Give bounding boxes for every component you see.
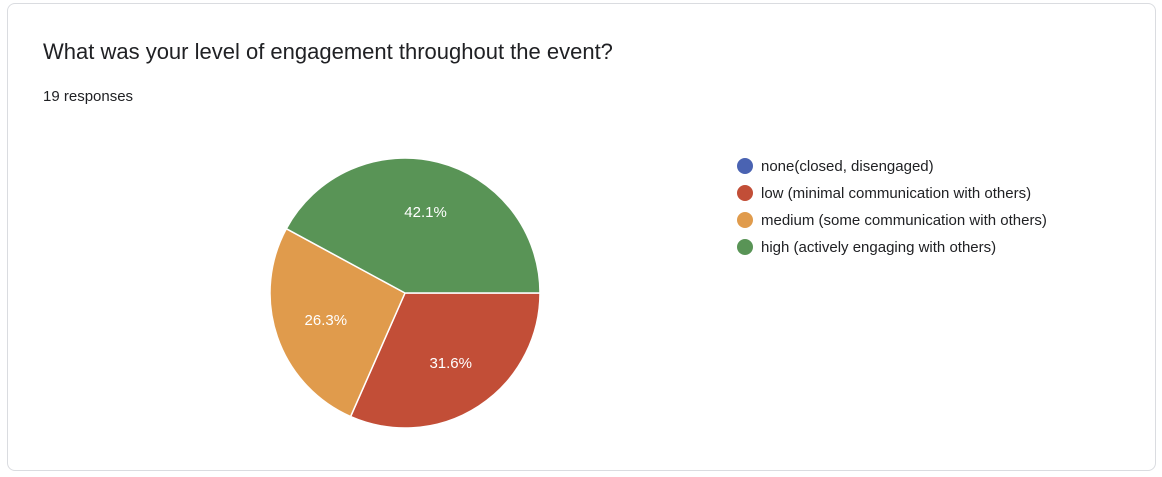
- response-count: 19 responses: [43, 88, 134, 105]
- legend-item-none[interactable]: none(closed, disengaged): [737, 156, 1117, 177]
- pie-slice-low[interactable]: [349, 292, 541, 429]
- legend-label-high: high (actively engaging with others): [761, 239, 997, 256]
- legend-label-medium: medium (some communication with others): [761, 212, 1047, 229]
- legend-swatch-medium: [737, 212, 753, 228]
- legend-item-high[interactable]: high (actively engaging with others): [737, 237, 1117, 258]
- legend-label-low: low (minimal communication with others): [761, 185, 1032, 202]
- legend-item-low[interactable]: low (minimal communication with others): [737, 183, 1117, 204]
- question-title: What was your level of engagement throug…: [43, 39, 613, 64]
- legend-swatch-low: [737, 185, 753, 201]
- slice-label-medium: 26.3%: [305, 312, 348, 329]
- legend-swatch-none: [737, 158, 753, 174]
- chart-legend: none(closed, disengaged) low (minimal co…: [737, 156, 1117, 264]
- question-card: [7, 3, 1156, 471]
- legend-swatch-high: [737, 239, 753, 255]
- slice-label-high: 42.1%: [404, 204, 447, 221]
- pie-slice-medium[interactable]: [269, 227, 406, 418]
- legend-item-medium[interactable]: medium (some communication with others): [737, 210, 1117, 231]
- pie-slice-high[interactable]: [285, 157, 541, 294]
- slice-label-low: 31.6%: [429, 355, 472, 372]
- legend-label-none: none(closed, disengaged): [761, 158, 934, 175]
